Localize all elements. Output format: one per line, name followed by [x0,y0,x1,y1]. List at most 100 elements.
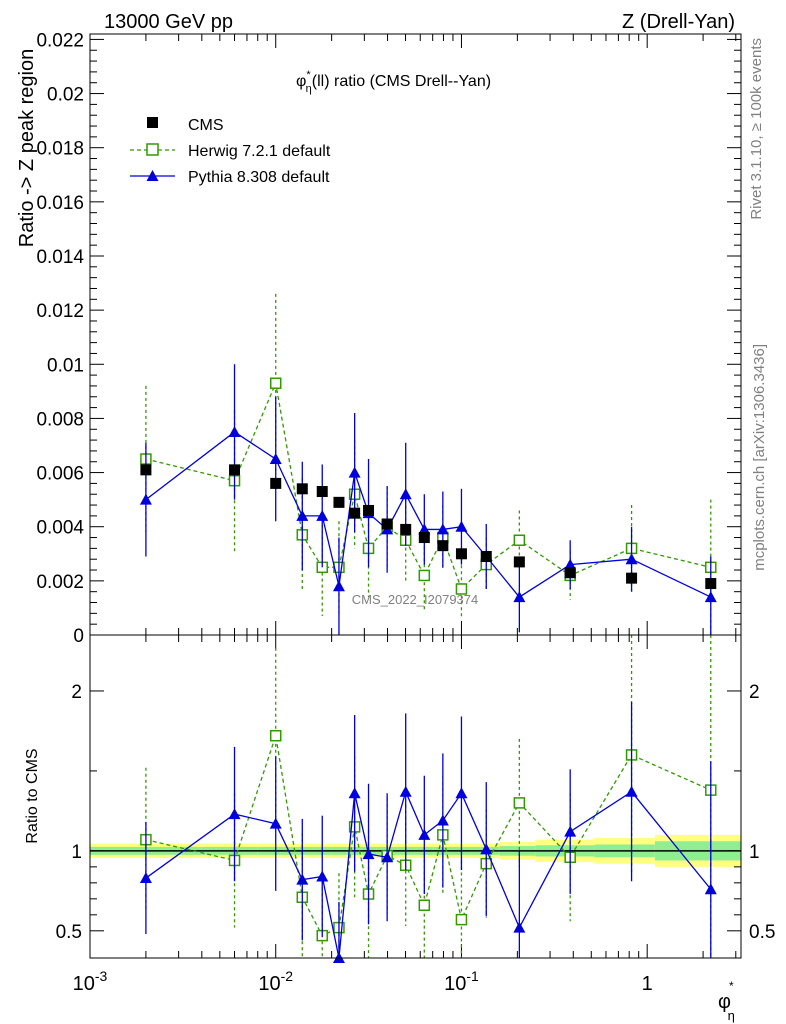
main-ytick-label: 0.01 [47,355,84,376]
cms-point [455,548,467,560]
pythia-point [228,425,241,437]
cms-point [480,550,492,562]
cms-point [564,567,576,579]
pythia-point [625,553,638,565]
cms-point [381,518,393,530]
ratio-ytick-label-right: 2 [749,682,760,703]
pythia-point [399,488,412,500]
xlabel-sub: η [728,1008,735,1023]
cms-point [363,504,375,516]
main-ytick-label: 0.022 [36,30,84,51]
header-left: 13000 GeV pp [104,11,233,33]
pythia-point [513,591,526,603]
ratio-pythia-point [348,787,361,799]
cms-point [333,496,345,508]
ratio-pythia-point [418,828,431,840]
ratio-series [139,635,717,963]
main-ytick-label: 0.016 [36,193,84,214]
ratio-pythia-line [145,789,712,959]
pythia-point [269,453,282,465]
main-ytick-label: 0.004 [36,518,84,539]
ratio-ylabel: Ratio to CMS [24,748,41,843]
cms-point [418,532,430,544]
ratio-pythia-point [436,814,449,826]
cms-point [513,556,525,568]
ratio-pythia-point [513,921,526,933]
ratio-ytick-label: 0.5 [56,922,82,943]
ratio-herwig-point [513,797,526,809]
legend-herwig-label: Herwig 7.2.1 default [188,143,331,160]
ratio-pythia-point [704,883,717,895]
ratio-ytick-label: 2 [71,682,82,703]
main-ytick-label: 0.002 [36,572,84,593]
main-ytick-label: 0.018 [36,139,84,160]
cms-point [140,464,152,476]
legend-cms-label: CMS [188,117,224,134]
pythia-point [316,509,329,521]
pythia-point [704,591,717,603]
cms-point [400,523,412,535]
ratio-frame [89,634,742,959]
title-rest: (ll) ratio (CMS Drell--Yan) [312,73,491,90]
ratio-xtick-label: 10-3 [73,968,108,995]
cms-point [626,572,638,584]
ratio-ytick-label-right: 1 [749,842,760,863]
mcplots-label: mcplots.cern.ch [arXiv:1306.3436] [751,344,768,571]
cms-point [437,540,449,552]
rivet-label: Rivet 3.1.10, ≥ 100k events [748,38,765,220]
main-ytick-label: 0.008 [36,409,84,430]
pythia-point [418,523,431,535]
ratio-herwig-point [418,899,431,911]
ratio-pythia-point [362,848,375,860]
herwig-point [455,583,468,595]
xlabel-phi: φ [718,991,731,1013]
pythia-point [332,580,345,592]
main-ytick-label: 0.02 [47,85,84,106]
main-title: φ* η(ll) ratio (CMS Drell--Yan) [296,69,491,95]
ratio-ytick-label-right: 0.5 [749,922,775,943]
main-ytick-label: 0.014 [36,247,84,268]
main-ytick-label: 0 [73,626,84,647]
ratio-xtick-label: 1 [642,973,653,995]
pythia-point [564,558,577,570]
title-sub: η [306,83,312,95]
main-ytick-label: 0.012 [36,301,84,322]
ratio-pythia-point [455,787,468,799]
pythia-line [145,431,712,598]
legend-cms-marker [147,117,158,128]
ratio-pythia-point [139,872,152,884]
x-axis-label: φ* η [718,979,735,1023]
pythia-point [455,520,468,532]
cms-point [229,464,241,476]
ratio-herwig-point [455,913,468,926]
title-phi: φ [296,73,306,90]
herwig-point [418,569,431,582]
pythia-point [348,466,361,478]
legend-herwig-marker [146,143,159,156]
main-ylabel: Ratio -> Z peak region [16,49,38,247]
cms-point [349,507,361,519]
ratio-pythia-point [381,851,394,863]
title-sup: * [306,69,311,81]
xlabel-sup: * [729,979,734,993]
ratio-herwig-point [269,729,282,742]
herwig-point [513,534,526,546]
ratio-pythia-point [399,785,412,797]
ratio-band [90,834,741,867]
ratio-pythia-point [564,825,577,837]
ratio-ytick-label: 1 [71,842,82,863]
ratio-axes: 10-3 10-2 10-1 1 0.5 0.5 1 1 2 2 [56,635,775,995]
herwig-line [145,380,711,591]
ratio-pythia-point [316,870,329,882]
header-right: Z (Drell-Yan) [622,11,735,33]
main-series [139,293,717,635]
pythia-point [296,509,309,521]
ratio-xtick-label: 10-2 [258,968,293,995]
pythia-point [139,493,152,505]
legend-pythia-label: Pythia 8.308 default [188,169,330,186]
herwig-point [269,377,282,389]
main-ytick-label: 0.006 [36,464,84,485]
ratio-xtick-label: 10-1 [444,968,479,995]
ratio-pythia-point [625,785,638,797]
